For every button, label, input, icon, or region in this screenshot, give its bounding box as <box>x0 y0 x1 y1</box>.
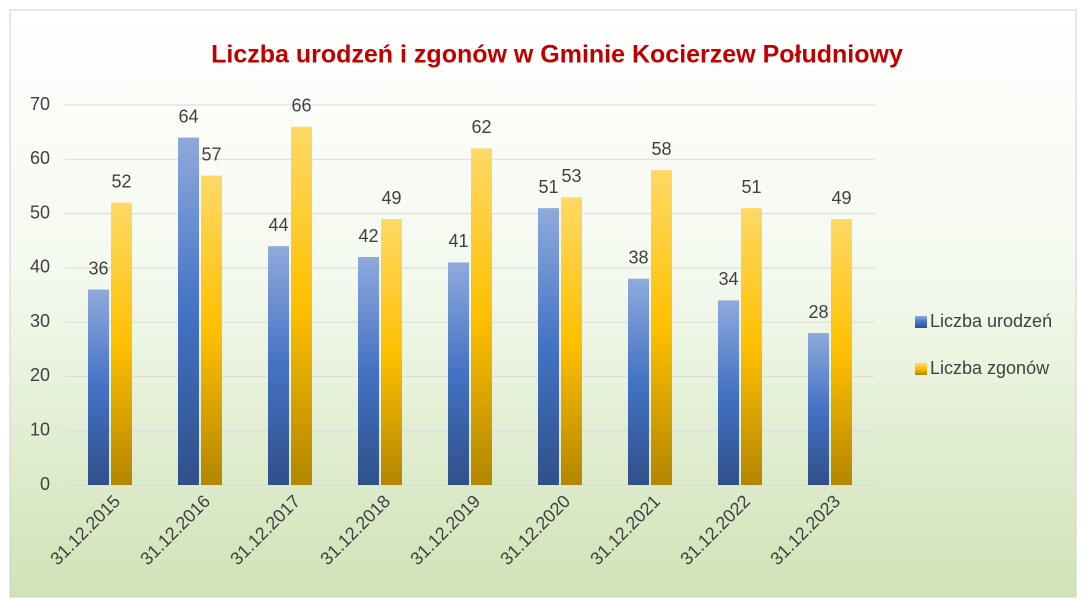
data-label: 49 <box>831 188 851 208</box>
bar <box>808 333 829 485</box>
data-label: 49 <box>381 188 401 208</box>
chart-title: Liczba urodzeń i zgonów w Gminie Kocierz… <box>211 41 903 69</box>
bar <box>201 175 222 486</box>
y-tick-label: 10 <box>30 419 50 439</box>
y-tick-label: 20 <box>30 365 50 385</box>
legend-label: Liczba zgonów <box>930 358 1050 378</box>
bar <box>628 278 649 485</box>
data-label: 53 <box>561 166 581 186</box>
data-label: 66 <box>291 95 311 115</box>
legend-swatch <box>915 363 927 375</box>
bar <box>448 262 469 485</box>
data-label: 51 <box>538 177 558 197</box>
bar <box>741 208 762 485</box>
y-tick-label: 30 <box>30 311 50 331</box>
y-tick-label: 0 <box>40 474 50 494</box>
bar <box>178 137 199 486</box>
data-label: 64 <box>178 106 198 126</box>
bar <box>831 219 852 485</box>
data-label: 52 <box>111 171 131 191</box>
bar <box>111 202 132 485</box>
data-label: 34 <box>718 269 738 289</box>
bar <box>88 289 109 485</box>
data-label: 28 <box>808 302 828 322</box>
legend-label: Liczba urodzeń <box>930 311 1052 331</box>
data-label: 44 <box>268 215 288 235</box>
bar <box>651 170 672 485</box>
data-label: 51 <box>741 177 761 197</box>
data-label: 42 <box>358 226 378 246</box>
bar <box>718 300 739 485</box>
bar <box>268 246 289 485</box>
bar <box>291 126 312 485</box>
y-tick-label: 50 <box>30 202 50 222</box>
data-label: 38 <box>628 247 648 267</box>
bar <box>358 257 379 485</box>
y-tick-label: 40 <box>30 257 50 277</box>
bar <box>561 197 582 486</box>
data-label: 41 <box>448 231 468 251</box>
y-tick-label: 70 <box>30 94 50 114</box>
data-label: 62 <box>471 117 491 137</box>
data-label: 57 <box>201 144 221 164</box>
bar <box>381 219 402 485</box>
legend-swatch <box>915 316 927 328</box>
data-label: 58 <box>651 139 671 159</box>
bar <box>538 208 559 485</box>
data-label: 36 <box>88 258 108 278</box>
bar <box>471 148 492 485</box>
y-tick-label: 60 <box>30 148 50 168</box>
